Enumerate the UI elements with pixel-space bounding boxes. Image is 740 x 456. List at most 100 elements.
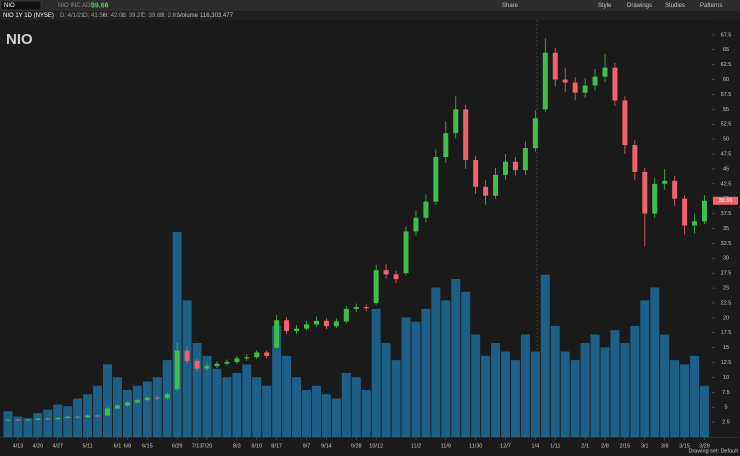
volume-bar: [212, 368, 222, 437]
candle-body: [184, 350, 190, 361]
candle-body: [214, 363, 220, 367]
volume-bar: [282, 355, 292, 437]
x-tick-label: 10/12: [369, 443, 383, 449]
toolbar-button[interactable]: Studies: [665, 3, 685, 9]
volume-bar: [660, 334, 670, 437]
candle-body: [532, 118, 538, 149]
volume-bar: [630, 325, 640, 437]
candle-body: [5, 419, 11, 421]
candle-body: [622, 100, 628, 146]
y-tick-label: 32.5: [721, 241, 732, 247]
candle-body: [363, 307, 369, 309]
volume-bar: [700, 385, 709, 437]
volume-bar: [43, 409, 53, 437]
volume-bar: [421, 308, 431, 437]
candle-body: [572, 82, 578, 93]
volume-bar: [570, 360, 580, 437]
candle-body: [35, 418, 41, 420]
info-field: D: 4/1/21: [60, 13, 85, 19]
volume-bar: [431, 287, 441, 437]
toolbar-button[interactable]: Style: [598, 3, 612, 9]
x-tick-label: 2/8: [601, 443, 609, 449]
candle-body: [612, 67, 618, 101]
candle-body: [244, 357, 250, 359]
x-tick-label: 9/7: [303, 443, 311, 449]
volume-bar: [391, 360, 401, 437]
volume-bar: [302, 390, 311, 437]
x-tick-label: 1/4: [532, 443, 540, 449]
toolbar-button[interactable]: Patterns: [700, 3, 722, 9]
y-tick-label: 7.5: [722, 390, 730, 396]
y-tick-label: 45: [723, 166, 729, 172]
candle-body: [134, 400, 140, 403]
candle-body: [672, 180, 678, 199]
x-tick-label: 11/30: [469, 443, 482, 449]
x-tick-label: 7/13: [192, 443, 203, 449]
candle-body: [323, 320, 329, 327]
candle-body: [692, 221, 698, 226]
candle-body: [512, 161, 518, 171]
candle-body: [304, 324, 309, 329]
x-tick-label: 6/8: [124, 443, 132, 449]
info-bar: [0, 11, 740, 20]
candle-body: [602, 67, 608, 77]
candle-body: [383, 270, 389, 275]
y-tick-label: 37.5: [721, 211, 732, 217]
volume-bar: [371, 308, 381, 437]
x-tick-label: 12/7: [500, 443, 511, 449]
candle-body: [702, 200, 707, 222]
candle-body: [234, 358, 240, 362]
volume-bar: [481, 355, 491, 437]
y-tick-label: 42.5: [721, 181, 732, 187]
volume-bar: [192, 343, 202, 437]
chart-title: NIO: [6, 31, 33, 48]
symbol[interactable]: NIO: [4, 3, 15, 9]
y-tick-label: 57.5: [721, 92, 732, 98]
volume-bar: [680, 364, 690, 437]
y-tick-label: 12.5: [721, 360, 732, 366]
x-tick-label: 4/13: [13, 443, 24, 449]
y-tick-label: 30: [723, 256, 729, 262]
volume-bar: [580, 343, 590, 437]
candle-body: [284, 320, 290, 331]
x-tick-label: 8/17: [271, 443, 282, 449]
x-tick-label: 6/1: [114, 443, 122, 449]
candle-body: [25, 419, 31, 421]
info-field: R: 2.81: [160, 13, 180, 19]
volume-bar: [530, 351, 540, 437]
candle-body: [433, 157, 439, 202]
volume-bar: [401, 317, 411, 437]
volume-bar: [172, 232, 182, 437]
y-tick-label: 20: [723, 315, 729, 321]
price-tag-label: 39.66: [719, 198, 733, 204]
volume-bar: [122, 390, 132, 437]
status: Drawing set: Default: [688, 448, 738, 454]
toolbar-button[interactable]: Drawings: [627, 3, 652, 9]
symbol-box[interactable]: [0, 0, 42, 11]
y-tick-label: 25: [723, 286, 729, 292]
toolbar-button[interactable]: Share: [502, 3, 519, 9]
volume-bar: [272, 325, 282, 437]
info-field: L: 39.27: [122, 13, 144, 19]
candle-body: [503, 161, 508, 175]
volume-bar: [590, 334, 600, 437]
volume-bar: [650, 287, 660, 437]
volume-bar: [451, 278, 461, 437]
volume-bar: [63, 406, 73, 437]
volume-bar: [331, 398, 341, 437]
plot: 2.557.51012.51517.52022.52527.53032.5353…: [3, 32, 738, 449]
volume-bar: [411, 321, 421, 437]
volume-bar: [152, 377, 162, 437]
info-field: C: 39.63: [141, 13, 164, 19]
info-field: H: 42.08: [103, 13, 126, 19]
candle-body: [174, 350, 180, 390]
y-tick-label: 27.5: [721, 271, 732, 277]
volume-bar: [341, 372, 351, 437]
toolbar-buttons: Share Style Drawings Studies Patterns: [502, 3, 722, 9]
volume-label: Volume: [178, 13, 199, 19]
x-tick-label: 8/3: [233, 443, 241, 449]
candle-body: [453, 109, 459, 134]
volume-bar: [491, 343, 501, 437]
candle-body: [582, 85, 588, 93]
y-tick-label: 50: [723, 137, 729, 143]
